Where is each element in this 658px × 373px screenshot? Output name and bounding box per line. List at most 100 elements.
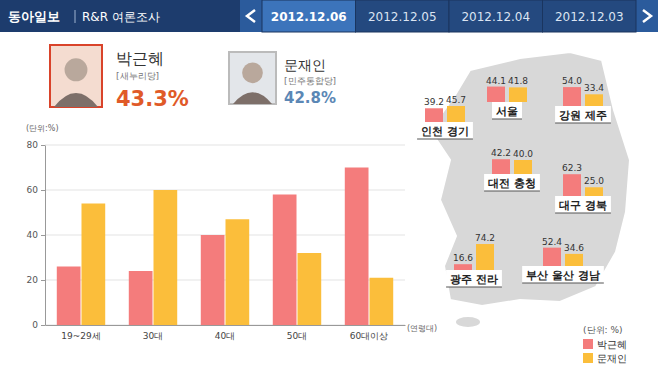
region-bar (425, 108, 443, 122)
map-labels: 39.245.7인천 경기44.141.8서울54.033.4강원 제주42.2… (417, 76, 611, 287)
region-label-underline (417, 139, 473, 140)
region-bar (585, 187, 603, 196)
bar (81, 204, 105, 326)
region-label-underline (555, 123, 611, 124)
region-name: 대전 충청 (488, 177, 536, 190)
region-label-underline (555, 213, 611, 214)
region-bar (514, 160, 532, 174)
region-bar (509, 87, 527, 102)
region-name: 서울 (496, 105, 518, 118)
region-bar (585, 94, 603, 106)
region-value: 74.2 (475, 233, 495, 243)
bar (129, 271, 153, 325)
region-label-box (555, 196, 611, 213)
tab[interactable] (356, 0, 450, 32)
tab-label[interactable]: 2012.12.06 (271, 10, 347, 24)
region-value: 25.0 (584, 176, 604, 186)
legend-label: 문재인 (597, 353, 627, 364)
candidate-share: 43.3% (116, 87, 189, 111)
x-tick: 19~29세 (61, 325, 100, 341)
y-tick: 40 (27, 230, 45, 240)
region-name: 광주 전라 (450, 273, 498, 286)
region-label-box (522, 266, 604, 283)
grid-line (45, 145, 405, 146)
region-bar (454, 264, 472, 270)
survey-name: R&R 여론조사 (82, 10, 160, 24)
bars (57, 168, 393, 326)
region-bar (487, 87, 505, 102)
arrow-icon (247, 10, 255, 22)
tab-label[interactable]: 2012.12.03 (555, 10, 624, 24)
region-bar (476, 244, 494, 270)
y-tick-mark (41, 280, 45, 281)
region-label-box (492, 102, 522, 119)
region-label-box (555, 106, 611, 123)
photo-body (233, 92, 272, 104)
region-name: 부산 울산 경남 (526, 269, 600, 282)
region-label-box (484, 174, 540, 191)
x-tick: 40대 (215, 325, 235, 341)
x-tick: 60대이상 (350, 325, 388, 341)
y-axis-title: (단위:%) (26, 124, 59, 133)
legend-label: 박근혜 (597, 339, 627, 350)
region-value: 42.2 (491, 148, 511, 158)
y-tick-label: 20 (27, 275, 39, 285)
map-outline (430, 52, 630, 306)
y-tick: 80 (27, 140, 45, 150)
tab[interactable] (543, 0, 637, 32)
photo-frame (50, 45, 102, 107)
region-value: 41.8 (508, 76, 528, 86)
grid (45, 145, 405, 325)
region-label-box (446, 270, 502, 287)
y-tick-mark (41, 325, 45, 326)
arrow-button[interactable] (240, 0, 262, 32)
bar (369, 278, 393, 325)
y-axis: 0 20 40 60 80 (27, 140, 46, 330)
region-label-underline (446, 287, 502, 288)
header-bar (0, 0, 658, 32)
y-tick: 60 (27, 185, 45, 195)
y-tick-mark (41, 235, 45, 236)
x-axis-line (46, 325, 406, 326)
y-tick-label: 60 (27, 185, 39, 195)
y-tick: 0 (32, 320, 45, 330)
x-axis-title: (연령대) (407, 324, 437, 333)
x-tick-label: 50대 (287, 331, 307, 341)
bar (57, 267, 81, 326)
bar (345, 168, 369, 326)
photo-frame (229, 52, 276, 104)
region-label-underline (492, 119, 522, 120)
region-value: 44.1 (486, 76, 506, 86)
legend-swatch (583, 353, 593, 363)
region-bar (492, 159, 510, 174)
legend-swatch (583, 339, 593, 349)
photo-head (242, 62, 263, 83)
tab-label[interactable]: 2012.12.05 (368, 10, 437, 24)
region-bar (563, 87, 581, 106)
arrow-icon (643, 10, 651, 22)
region-value: 62.3 (562, 163, 582, 173)
bar (201, 235, 225, 325)
y-tick-mark (41, 190, 45, 191)
region-value: 54.0 (562, 76, 582, 86)
y-tick-mark (41, 145, 45, 146)
photo-body (54, 93, 98, 107)
region-name: 강원 제주 (559, 109, 607, 122)
arrow-button[interactable] (636, 0, 658, 32)
candidate-share: 42.8% (284, 89, 336, 107)
separator (75, 10, 76, 23)
tab-label[interactable]: 2012.12.04 (461, 10, 530, 24)
photo-head (65, 58, 88, 81)
candidate-party: [새누리당] (116, 71, 159, 81)
x-tick-label: 60대이상 (350, 331, 388, 341)
region-value: 16.6 (453, 253, 473, 263)
tab[interactable] (262, 0, 356, 32)
brand: 동아일보 (8, 9, 60, 24)
bar (153, 190, 177, 325)
region-value: 34.6 (564, 243, 584, 253)
y-tick-label: 40 (27, 230, 39, 240)
bar (273, 195, 297, 326)
bar (225, 219, 249, 325)
y-tick-label: 0 (32, 320, 38, 330)
tab[interactable] (449, 0, 543, 32)
